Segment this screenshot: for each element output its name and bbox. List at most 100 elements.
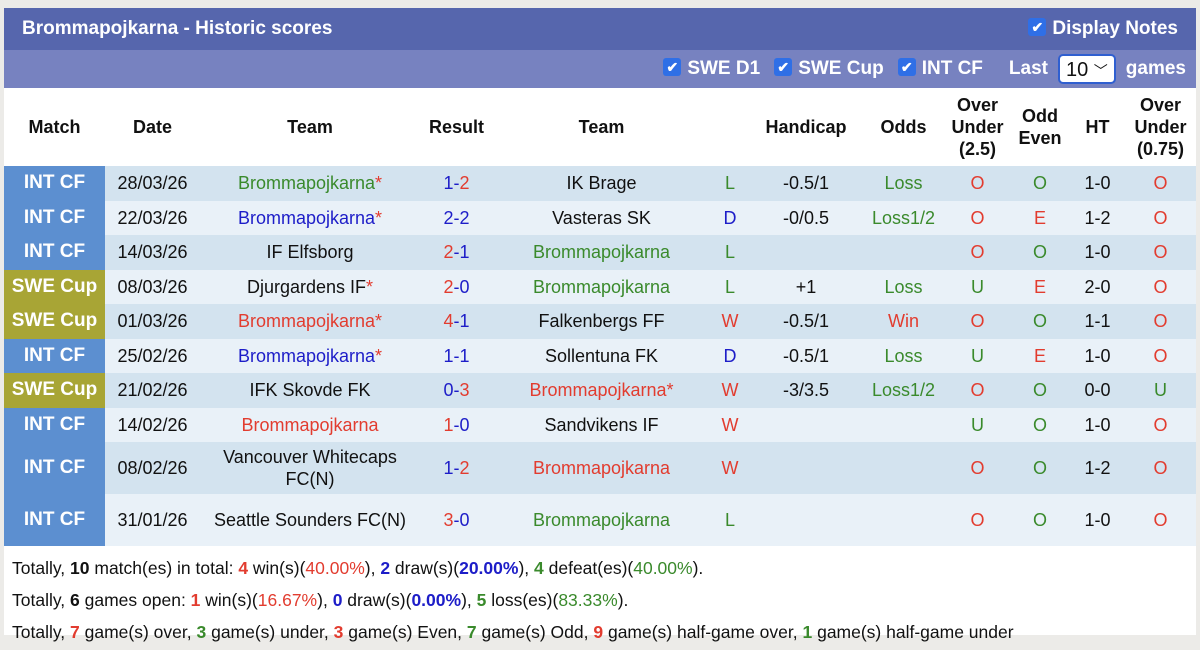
away-text: IK Brage	[566, 173, 637, 194]
away-team-cell[interactable]: Falkenbergs FF	[493, 304, 710, 339]
win-loss-cell: W	[710, 442, 750, 494]
home-team-cell[interactable]: Brommapojkarna*	[200, 304, 420, 339]
star-marker: *	[375, 311, 383, 332]
summary-segment: game(s) half-game under	[812, 622, 1014, 642]
checkbox-checked-icon[interactable]: ✔	[663, 58, 682, 76]
date-cell: 28/03/26	[105, 166, 200, 201]
home-team-cell[interactable]: Brommapojkarna*	[200, 166, 420, 201]
ou-text: U	[971, 276, 984, 297]
handicap-cell: -0.5/1	[750, 166, 862, 201]
odd-even-cell: O	[1010, 373, 1070, 408]
filter-swe-d1[interactable]: ✔ SWE D1	[663, 58, 760, 80]
filter-int-cf[interactable]: ✔ INT CF	[897, 58, 983, 80]
away-text: Brommapojkarna	[532, 458, 671, 478]
away-team-cell[interactable]: Sandvikens IF	[493, 407, 710, 442]
away-text: Brommapojkarna	[532, 276, 671, 297]
away-team-cell[interactable]: Vasteras SK	[493, 200, 710, 235]
away-team-cell[interactable]: IK Brage	[493, 166, 710, 201]
result-cell: 0-3	[420, 373, 493, 408]
match-text: SWE Cup	[11, 310, 98, 332]
match-type: INT CF	[4, 166, 105, 201]
over-under-cell: O	[945, 235, 1010, 270]
summary-segment: Totally,	[12, 558, 71, 578]
home-team-cell[interactable]: IFK Skovde FK	[200, 373, 420, 408]
odds-cell: Loss1/2	[862, 200, 945, 235]
home-team-cell[interactable]: Brommapojkarna*	[200, 338, 420, 373]
title-bar: Brommapojkarna - Historic scores ✔ Displa…	[4, 8, 1196, 50]
table-row[interactable]: INT CF 22/03/26 Brommapojkarna* 2-2 Vasteras…	[4, 200, 1196, 235]
ht-text: 1-0	[1084, 345, 1111, 366]
summary-segment: ).	[617, 590, 629, 610]
wl-text: L	[724, 276, 735, 297]
date-cell: 14/02/26	[105, 407, 200, 442]
table-row[interactable]: INT CF 28/03/26 Brommapojkarna* 1-2 IK Brage…	[4, 166, 1196, 201]
home-team-cell[interactable]: Brommapojkarna*	[200, 200, 420, 235]
panel-title: Brommapojkarna - Historic scores	[22, 18, 333, 39]
table-row[interactable]: SWE Cup 21/02/26 IFK Skovde FK 0-3 Brommapoj…	[4, 373, 1196, 408]
table-row[interactable]: INT CF 25/02/26 Brommapojkarna* 1-1 Sollentu…	[4, 338, 1196, 373]
h-text: 2	[443, 242, 454, 263]
home-text: Seattle Sounders FC(N)	[213, 510, 407, 530]
display-notes-toggle[interactable]: ✔ Display Notes	[1028, 18, 1178, 40]
summary-segment: 6	[70, 590, 80, 610]
wl-text: W	[721, 458, 739, 478]
away-team-cell[interactable]: Brommapojkarna	[493, 442, 710, 494]
handicap-cell	[750, 494, 862, 546]
summary-segment: game(s) over,	[79, 622, 197, 642]
home-team-cell[interactable]: Brommapojkarna	[200, 407, 420, 442]
result-cell: 2-2	[420, 200, 493, 235]
table-row[interactable]: SWE Cup 08/03/26 Djurgardens IF* 2-0 Brommap…	[4, 269, 1196, 304]
oe-text: E	[1033, 276, 1046, 297]
handicap-text: -0.5/1	[782, 345, 830, 366]
away-team-cell[interactable]: Sollentuna FK	[493, 338, 710, 373]
column-header: HT	[1085, 117, 1110, 137]
home-text: IFK Skovde FK	[249, 380, 371, 401]
away-team-cell[interactable]: Brommapojkarna*	[493, 373, 710, 408]
home-team-cell[interactable]: Seattle Sounders FC(N)	[200, 494, 420, 546]
h-text: 2	[443, 207, 454, 228]
match-type: INT CF	[4, 200, 105, 235]
last-games-select[interactable]: 10 ﹀	[1057, 54, 1116, 84]
checkbox-checked-icon[interactable]: ✔	[1028, 18, 1047, 36]
filter-swe-cup[interactable]: ✔ SWE Cup	[774, 58, 884, 80]
handicap-cell: -3/3.5	[750, 373, 862, 408]
date-cell: 25/02/26	[105, 338, 200, 373]
summary-line: Totally, 10 match(es) in total: 4 win(s)…	[12, 554, 1196, 586]
table-row[interactable]: INT CF 14/03/26 IF Elfsborg 2-1 Brommapojkar…	[4, 235, 1196, 270]
table-row[interactable]: SWE Cup 01/03/26 Brommapojkarna* 4-1 Falkenb…	[4, 304, 1196, 339]
h-text: 0	[443, 380, 454, 401]
away-team-cell[interactable]: Brommapojkarna	[493, 269, 710, 304]
over-under-075-cell: O	[1125, 442, 1196, 494]
ou-text: O	[970, 207, 985, 228]
odd-even-cell: O	[1010, 442, 1070, 494]
checkbox-checked-icon[interactable]: ✔	[897, 58, 916, 76]
summary-segment: match(es) in total:	[89, 558, 239, 578]
away-team-cell[interactable]: Brommapojkarna	[493, 235, 710, 270]
scores-table: Match Date Team Result Team Handicap Odds Over …	[4, 88, 1196, 546]
table-row[interactable]: INT CF 14/02/26 Brommapojkarna 1-0 Sandviken…	[4, 407, 1196, 442]
odds-cell: Loss1/2	[862, 373, 945, 408]
result-cell: 1-1	[420, 338, 493, 373]
table-row[interactable]: INT CF 31/01/26 Seattle Sounders FC(N) 3-0 B…	[4, 494, 1196, 546]
win-loss-cell: D	[710, 338, 750, 373]
summary-segment: draw(s)(	[342, 590, 412, 610]
odds-cell	[862, 235, 945, 270]
handicap-cell: -0.5/1	[750, 338, 862, 373]
home-team-cell[interactable]: Vancouver Whitecaps FC(N)	[200, 442, 420, 494]
star-marker: *	[366, 276, 374, 297]
away-text: Brommapojkarna	[532, 242, 671, 263]
match-type: INT CF	[4, 442, 105, 494]
over-under-cell: U	[945, 407, 1010, 442]
table-row[interactable]: INT CF 08/02/26 Vancouver Whitecaps FC(N) 1…	[4, 442, 1196, 494]
match-text: SWE Cup	[11, 379, 98, 401]
column-header: Result	[428, 117, 484, 137]
home-team-cell[interactable]: Djurgardens IF*	[200, 269, 420, 304]
home-team-cell[interactable]: IF Elfsborg	[200, 235, 420, 270]
date-text: 01/03/26	[117, 311, 188, 332]
handicap-cell	[750, 235, 862, 270]
checkbox-checked-icon[interactable]: ✔	[774, 58, 793, 76]
match-text: INT CF	[23, 457, 86, 478]
half-time-cell: 2-0	[1070, 269, 1125, 304]
away-team-cell[interactable]: Brommapojkarna	[493, 494, 710, 546]
match-text: INT CF	[23, 241, 86, 263]
